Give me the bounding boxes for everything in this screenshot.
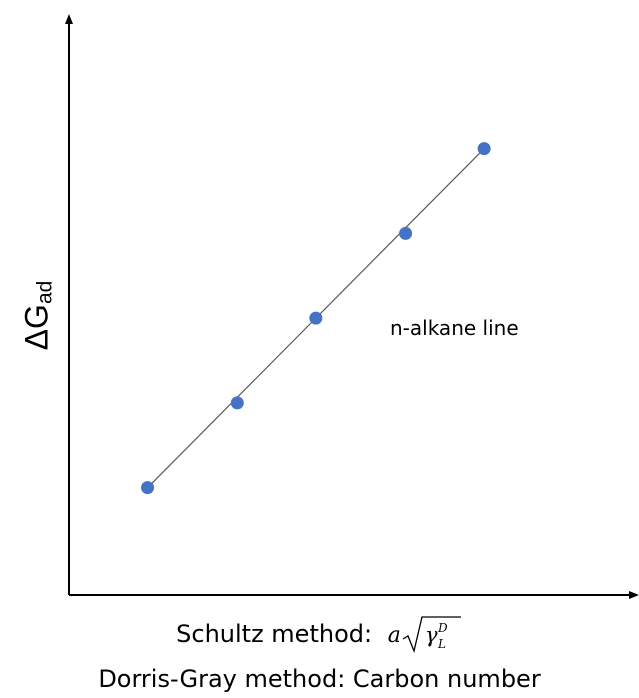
data-points (141, 142, 491, 495)
y-axis-label: ΔGad (18, 270, 58, 360)
y-axis-arrow-icon (65, 14, 73, 24)
data-point-5 (477, 142, 491, 156)
data-point-3 (309, 311, 323, 325)
x-axis-label-schultz: Schultz method: a γ L D (0, 615, 639, 655)
y-axis-label-text: ΔGad (18, 280, 57, 350)
dorris-gray-method-label: Dorris-Gray method: (98, 665, 346, 693)
x-axis-arrow-icon (629, 591, 639, 599)
data-point-1 (141, 481, 155, 495)
svg-text:D: D (437, 621, 448, 635)
x-axis-label-dorris-gray: Dorris-Gray method: Carbon number (0, 665, 639, 693)
formula-a: a (387, 622, 401, 648)
data-point-2 (230, 396, 244, 410)
axes (65, 14, 639, 599)
data-point-4 (399, 226, 413, 240)
carbon-number-label: Carbon number (352, 665, 541, 693)
n-alkane-line-label: n-alkane line (390, 316, 519, 340)
svg-text:γ: γ (425, 623, 438, 647)
svg-text:L: L (437, 637, 446, 651)
sqrt-gamma-icon: γ L D (402, 616, 461, 654)
schultz-method-label: Schultz method: (176, 620, 373, 648)
schultz-formula: a γ L D (388, 615, 463, 655)
